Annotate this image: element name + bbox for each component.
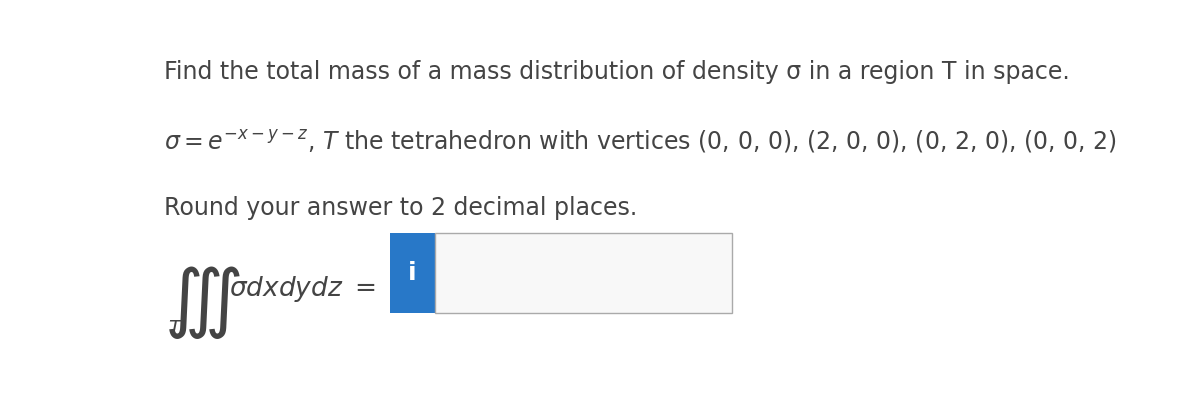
Text: $\sigma = e^{-x-y-z}$, $T$ the tetrahedron with vertices (0, 0, 0), (2, 0, 0), (: $\sigma = e^{-x-y-z}$, $T$ the tetrahedr… xyxy=(164,128,1117,155)
FancyBboxPatch shape xyxy=(390,233,434,313)
Text: Round your answer to 2 decimal places.: Round your answer to 2 decimal places. xyxy=(164,196,637,220)
FancyBboxPatch shape xyxy=(434,233,732,313)
Text: $T$: $T$ xyxy=(168,318,184,338)
Text: Find the total mass of a mass distribution of density σ in a region T in space.: Find the total mass of a mass distributi… xyxy=(164,60,1069,84)
Text: $\sigma dxdydz\ =$: $\sigma dxdydz\ =$ xyxy=(229,274,376,304)
Text: i: i xyxy=(408,261,416,285)
Text: $\iiint$: $\iiint$ xyxy=(164,264,240,341)
